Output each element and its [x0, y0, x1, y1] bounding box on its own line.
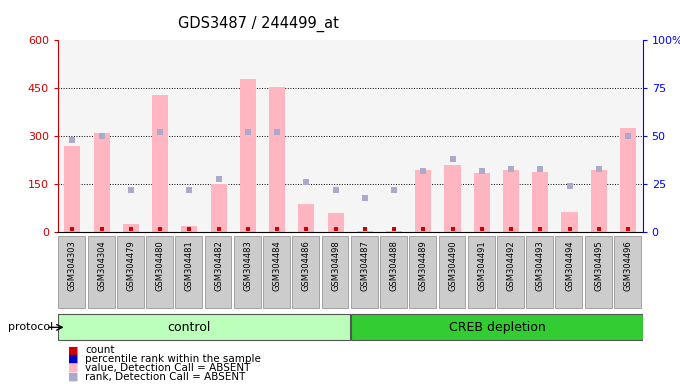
Text: GSM304487: GSM304487 — [360, 240, 369, 291]
Bar — [211, 184, 226, 232]
Bar — [614, 236, 641, 308]
Bar — [146, 236, 173, 308]
Bar — [88, 236, 114, 308]
Bar — [152, 95, 168, 232]
Text: GSM304490: GSM304490 — [448, 240, 457, 291]
Bar — [351, 236, 377, 308]
Bar — [123, 224, 139, 232]
Text: GSM304488: GSM304488 — [390, 240, 398, 291]
Text: ■: ■ — [68, 354, 78, 364]
Text: GSM304484: GSM304484 — [273, 240, 282, 291]
Bar — [58, 314, 350, 340]
Bar — [556, 236, 582, 308]
Bar — [117, 236, 143, 308]
Bar — [497, 236, 524, 308]
Bar — [292, 236, 319, 308]
Text: percentile rank within the sample: percentile rank within the sample — [85, 354, 261, 364]
Text: GSM304479: GSM304479 — [126, 240, 135, 291]
Text: count: count — [85, 345, 114, 355]
Bar — [439, 236, 465, 308]
Bar — [234, 236, 260, 308]
Text: GSM304498: GSM304498 — [331, 240, 340, 291]
Bar — [526, 236, 553, 308]
Bar — [240, 79, 256, 232]
Text: GSM304496: GSM304496 — [624, 240, 632, 291]
Bar — [468, 236, 494, 308]
Bar — [474, 173, 490, 232]
Text: GSM304489: GSM304489 — [419, 240, 428, 291]
Text: GSM304483: GSM304483 — [243, 240, 252, 291]
Bar — [322, 236, 348, 308]
Bar — [263, 236, 290, 308]
Bar — [58, 236, 85, 308]
Bar — [205, 236, 231, 308]
Text: protocol: protocol — [8, 322, 54, 333]
Bar — [562, 212, 577, 232]
Text: ■: ■ — [68, 345, 78, 355]
Text: GSM304482: GSM304482 — [214, 240, 223, 291]
Text: GSM304492: GSM304492 — [507, 240, 515, 291]
Bar — [182, 226, 197, 232]
Text: CREB depletion: CREB depletion — [449, 321, 545, 334]
Text: GSM304480: GSM304480 — [156, 240, 165, 291]
Bar — [585, 236, 611, 308]
Text: GSM304481: GSM304481 — [185, 240, 194, 291]
Bar — [94, 133, 109, 232]
Bar — [445, 165, 460, 232]
Bar — [299, 204, 314, 232]
Text: value, Detection Call = ABSENT: value, Detection Call = ABSENT — [85, 363, 250, 373]
Bar — [357, 231, 373, 232]
Text: GSM304495: GSM304495 — [594, 240, 603, 291]
Text: GSM304494: GSM304494 — [565, 240, 574, 291]
Text: control: control — [168, 321, 211, 334]
Text: GSM304491: GSM304491 — [477, 240, 486, 291]
Text: GSM304486: GSM304486 — [302, 240, 311, 291]
Bar — [503, 170, 519, 232]
Text: ■: ■ — [68, 363, 78, 373]
Bar — [175, 236, 202, 308]
Bar — [65, 146, 80, 232]
Text: GSM304303: GSM304303 — [68, 240, 77, 291]
Text: rank, Detection Call = ABSENT: rank, Detection Call = ABSENT — [85, 372, 245, 382]
Bar — [409, 236, 436, 308]
Bar — [532, 172, 548, 232]
Bar — [415, 170, 431, 232]
Bar — [269, 87, 285, 232]
Text: ■: ■ — [68, 372, 78, 382]
Bar — [328, 213, 343, 232]
Text: GSM304493: GSM304493 — [536, 240, 545, 291]
Bar — [380, 236, 407, 308]
Bar — [351, 314, 643, 340]
Bar — [620, 128, 636, 232]
Text: GSM304304: GSM304304 — [97, 240, 106, 291]
Bar — [386, 231, 402, 232]
Bar — [591, 170, 607, 232]
Text: GDS3487 / 244499_at: GDS3487 / 244499_at — [178, 15, 339, 31]
